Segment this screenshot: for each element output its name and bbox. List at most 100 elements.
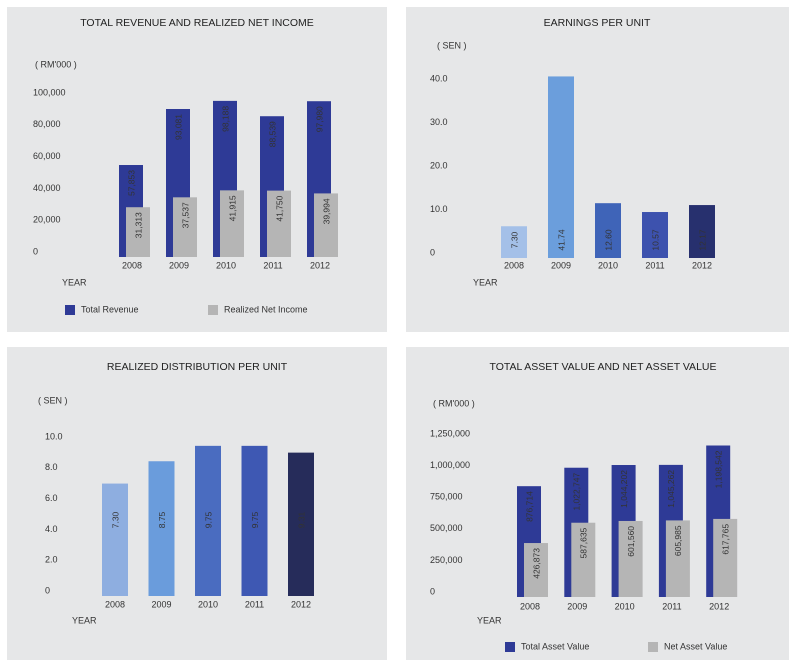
value-label: 57,853 bbox=[126, 170, 136, 196]
x-tick-label: 2008 bbox=[504, 260, 524, 270]
y-tick-label: 20.0 bbox=[430, 160, 448, 170]
y-tick-label: 60,000 bbox=[33, 151, 61, 161]
legend-label: Total Revenue bbox=[81, 304, 139, 314]
bar bbox=[126, 207, 150, 257]
y-tick-label: 10.0 bbox=[430, 204, 448, 214]
chart-title: TOTAL REVENUE AND REALIZED NET INCOME bbox=[80, 17, 314, 29]
value-label: 7.30 bbox=[509, 231, 519, 248]
y-tick-label: 30.0 bbox=[430, 117, 448, 127]
legend-label: Net Asset Value bbox=[664, 641, 727, 651]
value-label: 41,915 bbox=[227, 195, 237, 221]
bar bbox=[665, 520, 690, 597]
x-tick-label: 2012 bbox=[692, 260, 712, 270]
value-label: 7.30 bbox=[110, 511, 120, 528]
x-tick-label: 2010 bbox=[216, 260, 236, 270]
value-label: 12.17 bbox=[697, 229, 707, 251]
value-label: 98,188 bbox=[220, 106, 230, 132]
x-axis-label: YEAR bbox=[477, 615, 502, 625]
x-tick-label: 2009 bbox=[151, 599, 171, 609]
legend-swatch bbox=[208, 305, 218, 315]
y-tick-label: 80,000 bbox=[33, 119, 61, 129]
bar bbox=[288, 452, 314, 596]
legend-swatch bbox=[505, 642, 515, 652]
bar bbox=[595, 203, 621, 258]
legend-label: Total Asset Value bbox=[521, 641, 589, 651]
bar bbox=[548, 76, 574, 258]
value-label: 37,537 bbox=[180, 202, 190, 228]
x-tick-label: 2012 bbox=[291, 599, 311, 609]
y-tick-label: 750,000 bbox=[430, 492, 463, 502]
y-tick-label: 20,000 bbox=[33, 215, 61, 225]
value-label: 97,980 bbox=[314, 106, 324, 132]
x-tick-label: 2010 bbox=[615, 601, 635, 611]
value-label: 587,635 bbox=[579, 527, 589, 558]
value-label: 41,750 bbox=[274, 195, 284, 221]
value-label: 605,985 bbox=[673, 525, 683, 556]
value-label: 426,873 bbox=[531, 548, 541, 579]
value-label: 601,560 bbox=[626, 526, 636, 557]
x-tick-label: 2009 bbox=[551, 260, 571, 270]
value-label: 41.74 bbox=[556, 229, 566, 251]
value-label: 9.75 bbox=[250, 511, 260, 528]
y-tick-label: 6.0 bbox=[45, 493, 58, 503]
bar bbox=[618, 520, 643, 597]
x-tick-label: 2011 bbox=[263, 260, 282, 270]
y-tick-label: 10.0 bbox=[45, 431, 63, 441]
bar bbox=[689, 205, 715, 258]
value-label: 1,044,202 bbox=[619, 470, 629, 508]
x-tick-label: 2011 bbox=[645, 260, 664, 270]
unit-label: ( RM'000 ) bbox=[433, 398, 475, 408]
panel bbox=[406, 7, 789, 332]
y-tick-label: 40,000 bbox=[33, 183, 61, 193]
y-tick-label: 4.0 bbox=[45, 524, 58, 534]
bar bbox=[314, 193, 338, 257]
bar bbox=[267, 190, 291, 257]
value-label: 88,539 bbox=[267, 121, 277, 147]
bar bbox=[713, 518, 738, 597]
bar bbox=[220, 190, 244, 257]
chart-title: EARNINGS PER UNIT bbox=[544, 17, 651, 29]
x-tick-label: 2009 bbox=[567, 601, 587, 611]
value-label: 1,045,262 bbox=[666, 470, 676, 508]
unit-label: ( SEN ) bbox=[437, 40, 467, 50]
legend-label: Realized Net Income bbox=[224, 304, 308, 314]
bar bbox=[524, 543, 548, 597]
y-tick-label: 0 bbox=[430, 247, 435, 257]
y-tick-label: 1,250,000 bbox=[430, 428, 470, 438]
chart-title: REALIZED DISTRIBUTION PER UNIT bbox=[107, 361, 288, 373]
value-label: 93,081 bbox=[173, 114, 183, 140]
legend-swatch bbox=[65, 305, 75, 315]
value-label: 39,994 bbox=[321, 198, 331, 224]
bar bbox=[642, 212, 668, 258]
unit-label: ( SEN ) bbox=[38, 395, 68, 405]
y-tick-label: 0 bbox=[45, 585, 50, 595]
y-tick-label: 0 bbox=[430, 586, 435, 596]
value-label: 31,313 bbox=[133, 212, 143, 238]
x-axis-label: YEAR bbox=[62, 277, 87, 287]
x-tick-label: 2011 bbox=[662, 601, 681, 611]
chart-title: TOTAL ASSET VALUE AND NET ASSET VALUE bbox=[489, 361, 716, 373]
value-label: 9.75 bbox=[203, 511, 213, 528]
x-axis-label: YEAR bbox=[72, 615, 97, 625]
bar bbox=[571, 522, 596, 597]
legend-swatch bbox=[648, 642, 658, 652]
value-label: 1,198,542 bbox=[713, 450, 723, 488]
value-label: 8.75 bbox=[157, 511, 167, 528]
y-tick-label: 8.0 bbox=[45, 462, 58, 472]
x-axis-label: YEAR bbox=[473, 277, 498, 287]
x-tick-label: 2008 bbox=[105, 599, 125, 609]
value-label: 9.31 bbox=[296, 511, 306, 528]
value-label: 10.57 bbox=[650, 229, 660, 251]
y-tick-label: 500,000 bbox=[430, 523, 463, 533]
value-label: 617,765 bbox=[720, 524, 730, 555]
y-tick-label: 1,000,000 bbox=[430, 460, 470, 470]
bar bbox=[195, 445, 221, 596]
bar bbox=[173, 197, 197, 257]
value-label: 1,022,747 bbox=[572, 472, 582, 510]
y-tick-label: 100,000 bbox=[33, 87, 66, 97]
bar bbox=[102, 483, 128, 596]
value-label: 12.60 bbox=[603, 229, 613, 251]
x-tick-label: 2008 bbox=[520, 601, 540, 611]
y-tick-label: 40.0 bbox=[430, 73, 448, 83]
